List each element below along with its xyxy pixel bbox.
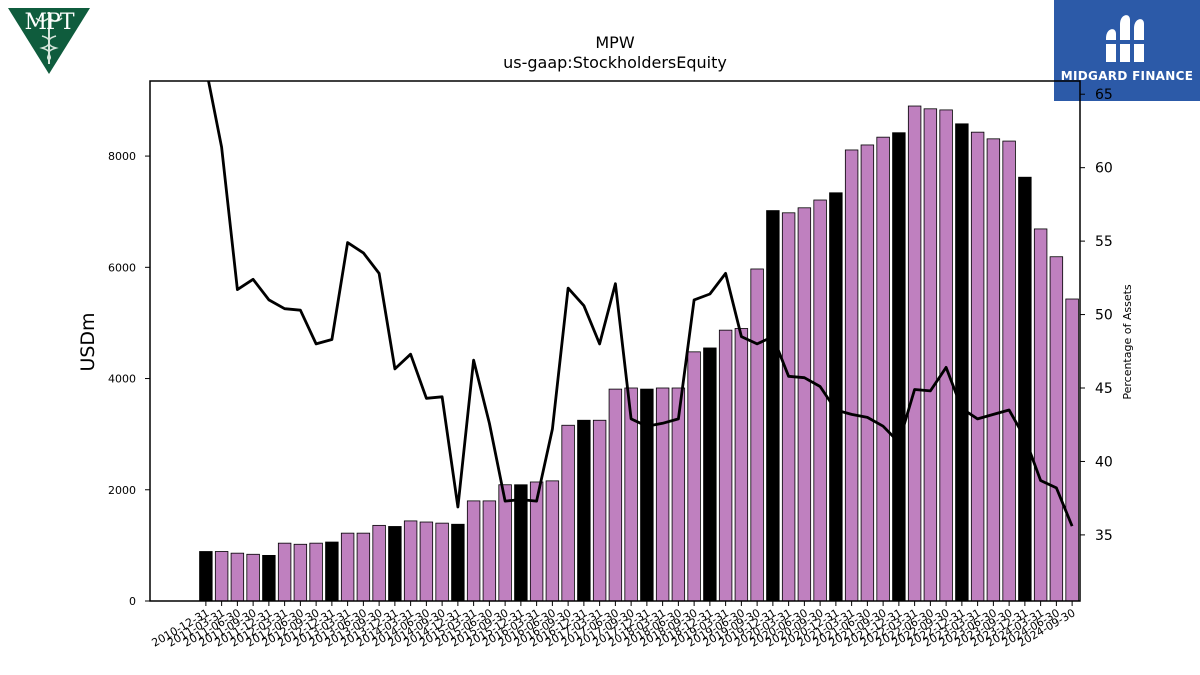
- bar-2011-09-30: [246, 553, 260, 602]
- bar-2024-06-30: [1049, 256, 1064, 602]
- y2-tick-label-55: 55: [1095, 234, 1113, 250]
- y2-tick-label-50: 50: [1095, 308, 1113, 324]
- y-axis-label: USDm: [77, 312, 99, 371]
- bar-2022-12-31: [955, 123, 969, 602]
- bar-2022-03-31: [907, 105, 922, 602]
- bar-2021-09-30: [876, 136, 890, 602]
- bar-2017-06-30: [608, 388, 623, 602]
- bar-2024-03-31: [1033, 228, 1048, 602]
- bar-2011-06-30: [230, 552, 245, 602]
- bar-2017-12-31: [640, 388, 654, 602]
- y-axis-left: 0 2000 4000 6000 8000: [108, 150, 150, 608]
- bar-2021-12-31: [892, 132, 906, 602]
- bar-2017-03-31: [592, 419, 607, 602]
- bar-2023-09-30: [1002, 140, 1016, 602]
- bar-2021-06-30: [860, 144, 875, 602]
- caduceus-icon: [8, 8, 90, 74]
- y2-tick-label-35: 35: [1095, 528, 1113, 544]
- bar-2014-09-30: [435, 522, 449, 602]
- bar-2020-06-30: [797, 207, 812, 602]
- bar-2014-03-31: [403, 520, 418, 602]
- y2-axis-label: Percentage of Assets: [1121, 284, 1134, 400]
- bar-2016-06-30: [545, 480, 560, 602]
- bar-2016-09-30: [561, 424, 575, 602]
- bar-2011-03-31: [214, 551, 229, 602]
- chart-title-metric: us-gaap:StockholdersEquity: [503, 53, 727, 72]
- bar-series: [199, 105, 1079, 602]
- bar-2019-06-30: [734, 328, 749, 602]
- y2-tick-label-65: 65: [1095, 87, 1113, 103]
- bar-2012-12-31: [325, 541, 339, 602]
- bar-2016-12-31: [577, 419, 591, 602]
- bar-2022-06-30: [923, 108, 938, 602]
- y2-tick-label-60: 60: [1095, 161, 1113, 177]
- mpt-logo: MPT: [6, 6, 92, 76]
- bar-2014-06-30: [419, 521, 434, 602]
- y2-tick-label-40: 40: [1095, 454, 1113, 470]
- bar-2013-09-30: [372, 524, 386, 602]
- bar-2022-09-30: [939, 109, 953, 602]
- midgard-finance-text: MIDGARD FINANCE: [1060, 69, 1194, 83]
- bar-2019-09-30: [750, 268, 764, 602]
- y-tick-label-6000: 6000: [108, 261, 136, 274]
- bar-2018-12-31: [703, 347, 717, 602]
- bar-2015-03-31: [466, 500, 481, 602]
- bar-2020-09-30: [813, 199, 827, 602]
- bar-2021-03-31: [844, 149, 859, 602]
- bar-2013-06-30: [356, 532, 371, 602]
- y-tick-label-2000: 2000: [108, 484, 136, 497]
- bar-2011-12-31: [262, 554, 276, 602]
- bar-2020-03-31: [781, 212, 796, 602]
- bar-2019-12-31: [766, 210, 780, 602]
- bar-2015-06-30: [482, 500, 497, 602]
- bar-2018-09-30: [687, 351, 701, 602]
- bar-2023-12-31: [1018, 176, 1032, 602]
- pct-assets-series: [207, 81, 1074, 527]
- y2-tick-label-45: 45: [1095, 381, 1113, 397]
- bar-2023-03-31: [970, 131, 985, 602]
- chart-title-ticker: MPW: [595, 33, 635, 52]
- bar-2018-03-31: [655, 387, 670, 602]
- bar-2012-06-30: [293, 543, 308, 602]
- mpt-logo-text: MPT: [24, 10, 74, 35]
- bar-2020-12-31: [829, 192, 843, 602]
- midgard-mark-icon: [1102, 15, 1150, 63]
- bar-2015-12-31: [514, 484, 528, 602]
- y-tick-label-4000: 4000: [108, 373, 136, 386]
- bar-2014-12-31: [451, 523, 465, 602]
- y-axis-right: 35 40 45 50 55 60 65: [1080, 87, 1113, 544]
- bar-2019-03-31: [718, 329, 733, 602]
- bar-2013-03-31: [340, 532, 355, 602]
- pct-assets-line: [207, 81, 1074, 527]
- bar-2012-03-31: [277, 542, 292, 602]
- bar-2013-12-31: [388, 526, 402, 602]
- x-axis: 2010-12-312011-03-312011-06-302011-09-30…: [150, 601, 1078, 650]
- bar-2010-12-31: [199, 551, 213, 602]
- y-tick-label-0: 0: [129, 595, 136, 608]
- midgard-finance-logo: MIDGARD FINANCE: [1054, 0, 1200, 101]
- bar-2012-09-30: [309, 542, 323, 602]
- y-tick-label-8000: 8000: [108, 150, 136, 163]
- bar-2023-06-30: [986, 138, 1001, 602]
- bar-2024-09-30: [1065, 298, 1079, 602]
